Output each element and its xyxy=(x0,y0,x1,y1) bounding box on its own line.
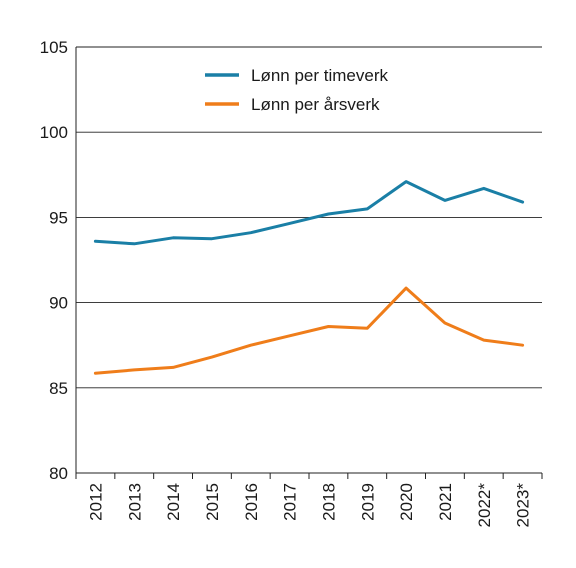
x-tick-label: 2015 xyxy=(203,483,222,521)
x-tick-label: 2014 xyxy=(164,483,183,521)
y-tick-labels: 80 85 90 95 100 105 xyxy=(40,38,68,483)
x-tick-label: 2023* xyxy=(514,483,533,528)
y-tick-label: 90 xyxy=(49,294,68,313)
x-tick-label: 2012 xyxy=(86,483,105,521)
x-tick-label: 2020 xyxy=(397,483,416,521)
x-tick-label: 2019 xyxy=(358,483,377,521)
y-tick-label: 95 xyxy=(49,208,68,227)
x-tick-label: 2022* xyxy=(475,483,494,528)
series-line-1 xyxy=(93,180,525,246)
y-tick-label: 80 xyxy=(49,464,68,483)
legend-label-1: Lønn per timeverk xyxy=(251,66,388,85)
x-tick-label: 2018 xyxy=(319,483,338,521)
series-line-2 xyxy=(93,286,525,375)
x-tick-label: 2017 xyxy=(281,483,300,521)
axes xyxy=(75,47,543,479)
series-lines xyxy=(93,180,525,375)
y-tick-label: 100 xyxy=(40,123,68,142)
x-tick-labels: 2012 2013 2014 2015 2016 2017 2018 2019 2020 2021… xyxy=(86,483,532,528)
legend-label-2: Lønn per årsverk xyxy=(251,95,380,114)
x-tick-label: 2021 xyxy=(436,483,455,521)
legend: Lønn per timeverk Lønn per årsverk xyxy=(205,66,388,114)
y-tick-label: 85 xyxy=(49,379,68,398)
x-tick-label: 2013 xyxy=(125,483,144,521)
x-tick-label: 2016 xyxy=(242,483,261,521)
y-tick-label: 105 xyxy=(40,38,68,57)
